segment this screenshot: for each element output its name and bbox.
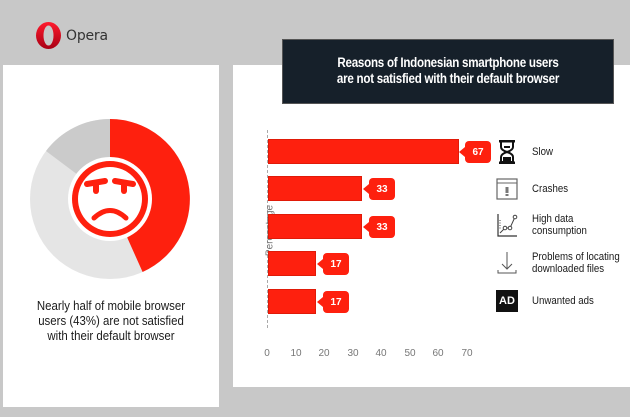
bar-high-data [268,214,362,239]
x-tick: 20 [318,348,330,359]
legend-item-unwanted-ads: AD Unwanted ads [496,288,602,314]
legend-item-locating-files: Problems of locating downloaded files [496,250,630,276]
y-axis-line [267,130,268,328]
value-tag-crashes: 33 [363,178,395,200]
satisfaction-donut-chart [30,119,190,279]
bar-slow [268,139,459,164]
line-chart-icon [496,212,518,238]
opera-logo: Opera [35,21,108,50]
legend-label: High data consumption [532,213,587,237]
legend-item-high-data: High data consumption [496,212,594,238]
value-tag-slow: 67 [459,141,491,163]
bar-locating-files [268,251,316,276]
bar-crashes [268,176,362,201]
ad-icon: AD [496,288,518,314]
crash-window-icon [496,176,518,202]
value-tag-high-data: 33 [363,216,395,238]
chart-title: Reasons of Indonesian smartphone users a… [282,39,614,104]
hourglass-icon [496,139,518,165]
value-tag-unwanted-ads: 17 [317,291,349,313]
x-tick: 70 [461,348,473,359]
legend-item-slow: Slow [496,139,556,165]
x-tick: 50 [404,348,416,359]
sad-face-icon [72,161,148,237]
legend-label: Problems of locating downloaded files [532,251,620,275]
download-icon [496,250,518,276]
x-tick: 40 [375,348,387,359]
brand-name: Opera [66,27,108,44]
x-tick: 0 [264,348,270,359]
legend-label: Crashes [532,183,569,195]
legend-label: Slow [532,146,553,158]
legend-item-crashes: Crashes [496,176,573,202]
legend-label: Unwanted ads [532,295,594,307]
x-tick: 60 [432,348,444,359]
bar-unwanted-ads [268,289,316,314]
value-tag-locating-files: 17 [317,253,349,275]
opera-o-icon [35,21,62,50]
x-tick: 30 [347,348,359,359]
summary-caption: Nearly half of mobile browser users (43%… [36,298,186,343]
x-tick: 10 [290,348,302,359]
